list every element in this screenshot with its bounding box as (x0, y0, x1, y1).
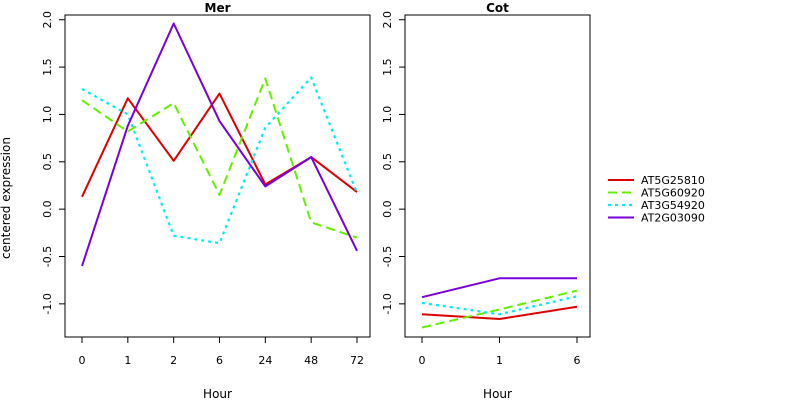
x-tick-label: 1 (496, 354, 503, 367)
x-tick-label: 1 (124, 354, 131, 367)
series-line-at5g60920 (421, 289, 578, 329)
legend-entry: AT2G03090 (608, 212, 705, 225)
x-tick-label: 72 (350, 354, 364, 367)
y-tick-label: 1.5 (41, 58, 54, 76)
y-tick-label: 2.0 (381, 11, 394, 29)
panel-title-mer: Mer (205, 1, 231, 15)
x-tick-label: 2 (170, 354, 177, 367)
panel-title-cot: Cot (486, 1, 509, 15)
series-line-at3g54920 (421, 295, 578, 316)
y-tick-label: 0.5 (381, 153, 394, 171)
y-tick-label: 0.5 (41, 153, 54, 171)
x-axis-label-mer: Hour (203, 387, 232, 400)
y-tick-label: 1.0 (381, 106, 394, 124)
series-line-at5g25810 (81, 92, 358, 198)
series-line-at2g03090 (421, 277, 577, 299)
panel-cot: Cot -1.0 -0.5 0.0 0.5 1.0 1.5 2.0 0 1 6 Hour (381, 1, 591, 401)
y-tick-label: 1.0 (41, 106, 54, 124)
y-tick-label: -1.0 (41, 293, 54, 314)
y-tick-label: 1.5 (381, 58, 394, 76)
plot-frame-mer (64, 14, 371, 338)
series-line-at5g25810 (421, 305, 578, 320)
x-tick-label: 0 (79, 354, 86, 367)
legend-label: AT5G60920 (641, 187, 705, 200)
legend-entry: AT5G25810 (608, 174, 705, 187)
y-tick-label: 0.0 (41, 200, 54, 218)
x-tick-label: 24 (258, 354, 272, 367)
y-axis-label: centered expression (0, 137, 13, 259)
y-tick-label: -0.5 (381, 246, 394, 267)
x-tick-label: 6 (216, 354, 223, 367)
series-line-at5g60920 (81, 77, 358, 239)
legend-label: AT3G54920 (641, 199, 705, 212)
plot-frame-cot (404, 14, 591, 338)
legend-label: AT2G03090 (641, 212, 705, 225)
y-tick-label: 2.0 (41, 11, 54, 29)
series-line-at2g03090 (81, 22, 358, 267)
x-tick-label: 0 (419, 354, 426, 367)
y-tick-label: -0.5 (41, 246, 54, 267)
legend-entry: AT5G60920 (608, 187, 705, 200)
y-tick-label: 0.0 (381, 200, 394, 218)
legend-label: AT5G25810 (641, 174, 705, 187)
series-line-at3g54920 (81, 76, 359, 245)
x-tick-label: 6 (574, 354, 581, 367)
x-tick-label: 48 (304, 354, 318, 367)
x-axis-label-cot: Hour (483, 387, 512, 400)
panels: Mer -1.0 -0.5 0.0 0.5 1.0 1.5 2.0 0 1 2 6 24 48 72 Hour… (41, 1, 591, 401)
panel-mer: Mer -1.0 -0.5 0.0 0.5 1.0 1.5 2.0 0 1 2 6 24 48 72 Hour (41, 1, 371, 401)
y-tick-label: -1.0 (381, 293, 394, 314)
legend-entry: AT3G54920 (608, 199, 705, 212)
